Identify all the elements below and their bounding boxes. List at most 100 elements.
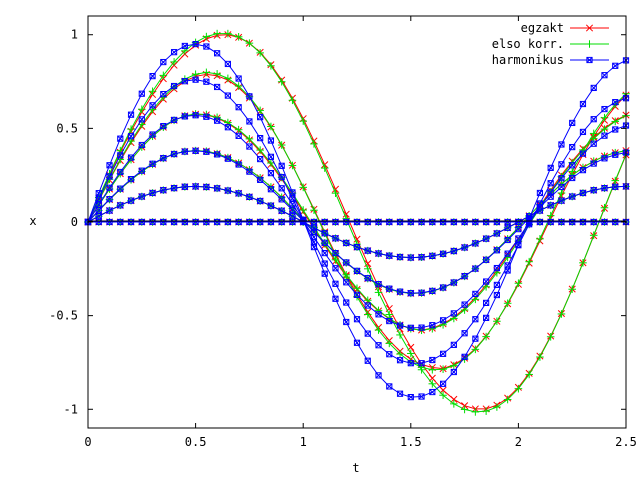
marker-stroke [418,289,425,296]
marker-stroke [311,219,317,225]
marker-stroke [585,24,594,32]
data-point [429,218,436,226]
data-point [321,249,328,257]
marker-stroke [439,284,447,291]
data-point [224,29,232,38]
data-point [364,330,371,337]
marker-stroke [95,196,102,202]
marker-stroke [171,83,178,89]
data-point [374,288,383,297]
y-axis-label: x [29,214,36,228]
data-point [450,247,457,255]
data-point [267,202,275,209]
marker-stroke [483,235,490,242]
marker-stroke [590,140,597,147]
data-point [429,287,436,295]
legend-entry: harmonikus [492,53,609,67]
marker-stroke [375,311,382,318]
data-point [138,90,145,97]
marker-stroke [289,218,296,226]
marker-stroke [439,350,447,357]
y-tick-label: 0 [71,215,78,229]
marker-stroke [192,41,199,48]
marker-stroke [128,133,134,140]
marker-stroke [214,218,221,226]
marker-stroke [483,314,490,321]
data-point [557,189,566,197]
marker-stroke [160,59,167,66]
data-point [364,218,371,226]
marker-stroke [354,219,360,225]
marker-stroke [493,219,500,225]
marker-stroke [128,154,134,161]
marker-stroke [192,218,199,226]
marker-stroke [343,299,350,306]
data-point [246,218,253,226]
data-point [483,278,490,285]
data-point [483,314,490,321]
data-point [353,316,361,323]
data-point [170,82,178,90]
marker-stroke [278,185,285,192]
marker-stroke [601,72,608,79]
marker-stroke [418,393,425,400]
data-point [234,32,243,41]
data-point [375,281,382,288]
data-point [95,218,102,226]
data-point [214,151,221,158]
data-point [267,122,275,131]
marker-stroke [569,162,576,169]
data-point [353,284,361,293]
marker-stroke [580,190,586,196]
marker-stroke [407,290,414,297]
marker-stroke [353,235,361,243]
marker-stroke [321,219,328,225]
marker-stroke [386,219,393,225]
marker-stroke [590,218,597,226]
marker-stroke [418,254,425,261]
marker-stroke [160,90,167,98]
marker-stroke [192,112,199,119]
data-point [235,218,242,226]
marker-stroke [601,155,608,162]
marker-stroke [149,73,156,80]
marker-stroke [601,72,608,79]
data-point [343,299,350,306]
data-point [332,218,339,226]
data-point [343,318,350,326]
marker-stroke [472,265,479,272]
marker-stroke [257,114,264,121]
marker-stroke [117,218,124,226]
marker-stroke [493,230,500,237]
marker-stroke [224,60,231,67]
data-point [160,218,167,226]
marker-stroke [257,197,264,205]
data-point [439,317,447,324]
data-point [450,218,457,226]
marker-stroke [289,219,296,225]
marker-stroke [450,279,457,286]
marker-stroke [267,170,275,177]
data-point [267,137,275,144]
data-point [515,218,522,226]
marker-stroke [214,185,221,192]
marker-stroke [203,148,210,155]
data-point [428,324,437,333]
marker-stroke [461,244,468,251]
x-axis-label: t [352,461,359,475]
marker-stroke [332,295,339,302]
data-point [127,125,135,133]
data-point [579,218,587,226]
x-tick-label: 2.5 [615,435,637,449]
marker-stroke [580,128,586,135]
marker-stroke [429,287,436,294]
data-point [407,254,414,261]
marker-stroke [504,218,511,226]
marker-stroke [106,173,113,180]
data-point [493,281,500,289]
marker-stroke [397,219,403,225]
marker-stroke [106,162,113,169]
data-point [547,180,554,187]
marker-stroke [483,314,490,321]
marker-stroke [364,247,371,254]
